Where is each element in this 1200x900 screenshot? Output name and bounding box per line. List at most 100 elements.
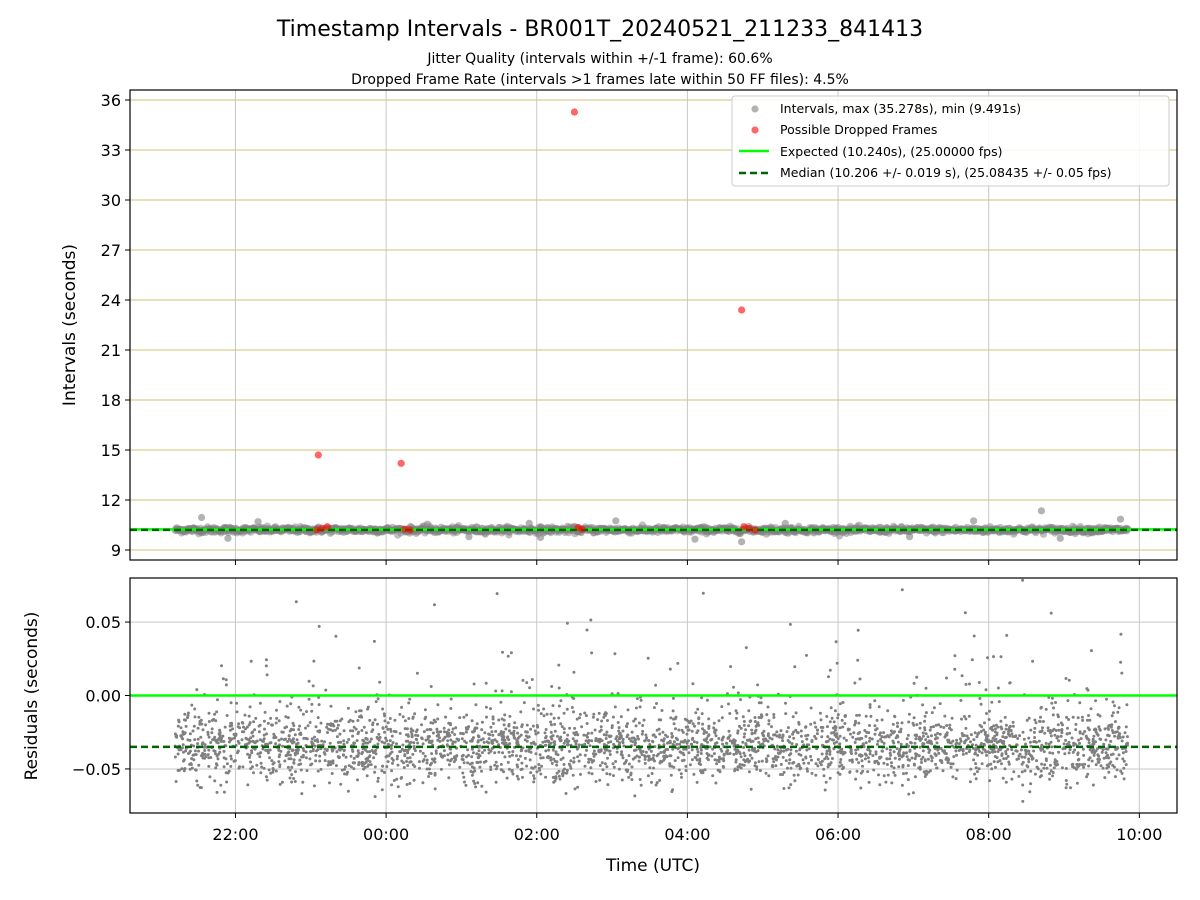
- residual-point: [1027, 736, 1031, 740]
- residual-point: [872, 768, 876, 772]
- residual-point: [1121, 757, 1125, 761]
- interval-outlier-point: [1116, 515, 1125, 523]
- residual-point: [222, 740, 226, 743]
- residual-point: [906, 764, 910, 768]
- residual-point: [606, 719, 609, 722]
- residual-point: [792, 773, 796, 777]
- residual-point: [854, 719, 857, 723]
- residual-point: [398, 731, 402, 735]
- residual-point: [282, 738, 286, 742]
- residual-point: [313, 744, 317, 748]
- residual-point: [839, 758, 843, 761]
- residual-point: [1102, 756, 1106, 760]
- residual-point: [1008, 733, 1012, 737]
- residual-point: [707, 717, 711, 721]
- residual-point: [564, 792, 568, 795]
- residual-point: [770, 737, 774, 741]
- residual-point: [647, 739, 651, 743]
- residual-point: [1029, 754, 1033, 757]
- residual-point: [280, 730, 284, 734]
- residual-point: [939, 747, 943, 750]
- residual-point: [503, 755, 507, 759]
- residual-point: [759, 701, 763, 705]
- residual-point: [499, 762, 503, 766]
- residual-point: [826, 765, 830, 769]
- residual-point: [994, 745, 998, 749]
- residual-point: [317, 703, 321, 707]
- residual-point: [921, 734, 925, 738]
- residual-point: [507, 729, 511, 733]
- residual-point: [906, 778, 910, 782]
- residual-point: [870, 737, 874, 741]
- residual-point: [264, 658, 268, 662]
- residual-point: [493, 738, 497, 742]
- residual-point: [537, 763, 541, 766]
- residual-point: [826, 735, 830, 739]
- residual-point: [1073, 748, 1077, 752]
- dropped-frame-point: [406, 526, 414, 534]
- residual-point: [717, 719, 721, 723]
- residual-point: [884, 735, 888, 739]
- residual-point: [587, 771, 591, 775]
- residual-point: [213, 712, 217, 716]
- residual-point: [717, 737, 721, 740]
- residual-point: [297, 705, 301, 709]
- residual-point: [499, 700, 503, 704]
- residual-point: [1091, 739, 1095, 743]
- residual-point: [206, 733, 210, 736]
- residual-point: [1050, 745, 1054, 749]
- residual-point: [516, 731, 520, 735]
- residual-point: [220, 664, 223, 668]
- residual-point: [605, 765, 609, 769]
- residual-point: [1066, 726, 1069, 730]
- residual-point: [544, 735, 548, 738]
- residual-point: [955, 768, 959, 772]
- residual-point: [882, 741, 886, 745]
- residual-point: [762, 729, 766, 733]
- residual-point: [193, 749, 197, 753]
- residual-point: [1101, 766, 1105, 770]
- residual-point: [748, 753, 752, 757]
- residual-point: [707, 726, 711, 730]
- residual-point: [357, 751, 361, 755]
- residual-point: [541, 740, 545, 744]
- residual-point: [515, 726, 519, 730]
- residual-point: [815, 732, 819, 736]
- residual-point: [785, 766, 789, 770]
- residual-point: [805, 653, 808, 657]
- residual-point: [791, 761, 795, 765]
- residual-point: [955, 753, 958, 757]
- residual-point: [525, 764, 529, 768]
- residual-point: [697, 716, 701, 720]
- residual-point: [305, 737, 309, 741]
- residual-point: [673, 759, 677, 763]
- residual-point: [1078, 731, 1082, 735]
- residual-point: [904, 751, 908, 755]
- residual-point: [356, 755, 359, 758]
- residual-point: [565, 737, 569, 741]
- residual-point: [754, 737, 758, 741]
- residual-point: [959, 699, 963, 702]
- residual-point: [771, 764, 775, 767]
- residual-point: [458, 716, 462, 720]
- residual-point: [555, 763, 559, 767]
- residual-point: [1094, 763, 1098, 767]
- residual-point: [988, 779, 992, 783]
- residual-point: [225, 714, 229, 717]
- residual-point: [418, 766, 421, 770]
- residual-point: [974, 762, 978, 766]
- residual-point: [694, 756, 698, 760]
- residual-point: [810, 771, 814, 775]
- residual-point: [646, 656, 650, 660]
- residual-point: [360, 752, 364, 756]
- residual-point: [612, 774, 615, 778]
- residual-point: [856, 658, 860, 662]
- residual-point: [556, 734, 559, 738]
- residual-point: [252, 740, 256, 744]
- residual-point: [1012, 770, 1016, 774]
- residual-point: [629, 739, 633, 743]
- residual-point: [706, 734, 710, 738]
- residual-point: [598, 778, 602, 782]
- residual-point: [1124, 725, 1128, 729]
- residual-point: [480, 720, 484, 724]
